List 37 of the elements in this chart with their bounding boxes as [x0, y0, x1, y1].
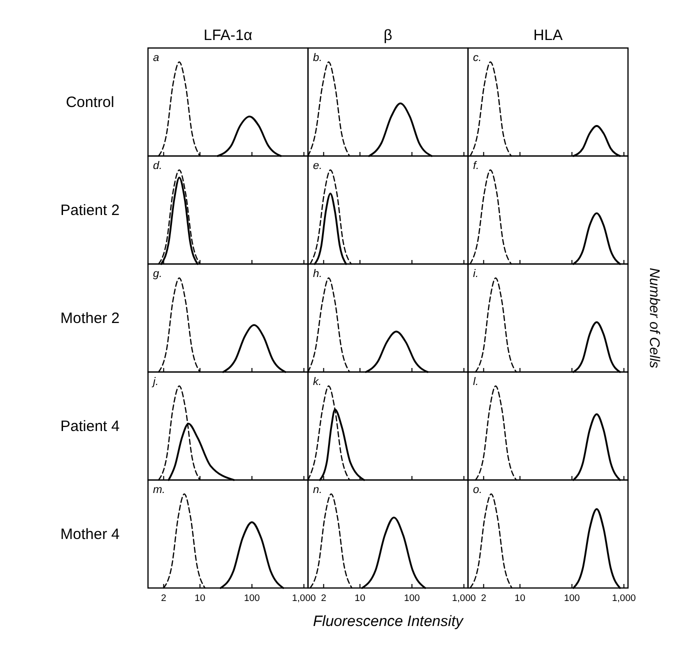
chart-title: β — [384, 27, 393, 44]
annotation: k. — [313, 376, 322, 388]
annotation: a — [153, 52, 160, 64]
x-tick-label: 1,000 — [452, 593, 476, 604]
x-tick-label: 10 — [194, 593, 206, 604]
annotation: f. — [473, 160, 480, 172]
x-axis-title: Fluorescence Intensity — [312, 613, 465, 630]
x-tick-label: 1,000 — [612, 593, 636, 604]
annotation: g. — [153, 268, 162, 280]
annotation: c. — [473, 52, 482, 64]
annotation: n. — [313, 484, 322, 496]
annotation: e. — [313, 160, 322, 172]
x-tick-label: 2 — [320, 593, 326, 604]
y-axis-title: Patient 4 — [60, 418, 120, 435]
x-tick-label: 100 — [404, 593, 420, 604]
y-axis-title: Control — [66, 94, 114, 111]
text: Number of Cells — [647, 268, 663, 368]
annotation: h. — [313, 268, 322, 280]
x-tick-label: 10 — [354, 593, 366, 604]
y-axis-title: Mother 2 — [60, 310, 120, 327]
annotation: d. — [153, 160, 162, 172]
chart-title: HLA — [533, 27, 563, 44]
annotation: b. — [313, 52, 322, 64]
x-tick-label: 10 — [514, 593, 526, 604]
chart-title: LFA-1α — [204, 27, 253, 44]
x-tick-label: 100 — [244, 593, 260, 604]
y-axis-title: Mother 4 — [60, 526, 120, 543]
annotation: i. — [473, 268, 478, 280]
x-tick-label: 2 — [160, 593, 166, 604]
annotation: o. — [473, 484, 482, 496]
x-tick-label: 100 — [564, 593, 580, 604]
annotation: j. — [151, 376, 158, 388]
x-tick-label: 2 — [480, 593, 486, 604]
annotation: m. — [153, 484, 166, 496]
x-tick-label: 1,000 — [292, 593, 316, 604]
annotation: l. — [473, 376, 478, 388]
y-axis-title: Patient 2 — [60, 202, 120, 219]
